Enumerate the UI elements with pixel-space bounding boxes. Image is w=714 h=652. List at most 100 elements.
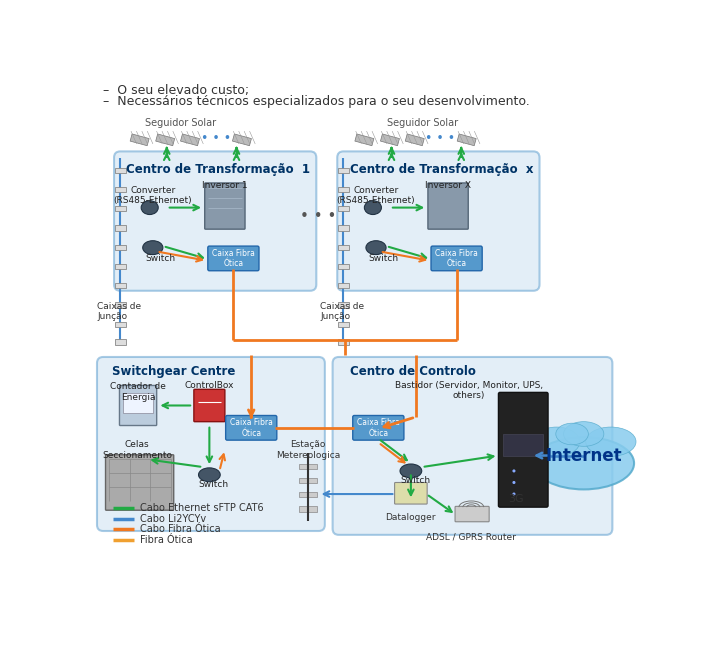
Bar: [338, 303, 349, 308]
FancyArrow shape: [355, 134, 374, 145]
Text: Converter
(RS485-Ethernet): Converter (RS485-Ethernet): [337, 186, 416, 205]
FancyBboxPatch shape: [395, 482, 427, 504]
FancyBboxPatch shape: [106, 455, 174, 511]
Bar: [115, 264, 126, 269]
Ellipse shape: [143, 241, 163, 254]
Text: Inversor 1: Inversor 1: [202, 181, 248, 190]
Ellipse shape: [563, 422, 604, 447]
Text: Seguidor Solar: Seguidor Solar: [387, 118, 458, 128]
Text: Switch: Switch: [368, 254, 398, 263]
Bar: [124, 393, 153, 413]
Text: • • •: • • •: [301, 209, 337, 224]
Bar: [298, 464, 317, 469]
Text: Converter
(RS485-Ethernet): Converter (RS485-Ethernet): [114, 186, 192, 205]
Bar: [338, 168, 349, 173]
Bar: [503, 434, 543, 456]
FancyBboxPatch shape: [114, 151, 316, 291]
Text: Switch: Switch: [145, 254, 175, 263]
FancyBboxPatch shape: [431, 246, 482, 271]
Bar: [115, 339, 126, 345]
Text: Centro de Transformação  1: Centro de Transformação 1: [126, 163, 311, 176]
Text: Internet: Internet: [545, 447, 622, 464]
Text: Seguidor Solar: Seguidor Solar: [145, 118, 216, 128]
Text: Cabo Ethernet sFTP CAT6: Cabo Ethernet sFTP CAT6: [140, 503, 263, 513]
Circle shape: [513, 469, 516, 473]
Text: Caixa Fibra
Ótica: Caixa Fibra Ótica: [212, 248, 255, 268]
Ellipse shape: [198, 468, 220, 482]
FancyBboxPatch shape: [194, 389, 225, 422]
Text: Datalogger: Datalogger: [386, 513, 436, 522]
Text: Caixa Fibra
Ótica: Caixa Fibra Ótica: [230, 418, 273, 437]
FancyBboxPatch shape: [428, 183, 468, 229]
FancyBboxPatch shape: [333, 357, 613, 535]
Text: 3G: 3G: [508, 494, 523, 504]
Text: • • •: • • •: [201, 132, 231, 145]
Text: Inversor X: Inversor X: [425, 181, 471, 190]
Text: Estação
Metereologica: Estação Metereologica: [276, 440, 340, 460]
FancyArrow shape: [381, 134, 399, 145]
Bar: [298, 507, 317, 512]
FancyBboxPatch shape: [353, 415, 404, 440]
FancyArrow shape: [457, 134, 476, 145]
FancyBboxPatch shape: [498, 393, 548, 507]
Ellipse shape: [366, 241, 386, 254]
Text: Centro de Controlo: Centro de Controlo: [351, 364, 476, 378]
Text: Caixas de
Junção: Caixas de Junção: [97, 301, 141, 321]
Bar: [115, 226, 126, 231]
FancyBboxPatch shape: [226, 415, 277, 440]
FancyBboxPatch shape: [208, 246, 259, 271]
Bar: [298, 478, 317, 483]
Ellipse shape: [141, 201, 159, 215]
Text: Centro de Transformação  x: Centro de Transformação x: [350, 163, 533, 176]
Text: • • •: • • •: [426, 132, 456, 145]
Text: Caixas de
Junção: Caixas de Junção: [320, 301, 364, 321]
Bar: [338, 244, 349, 250]
Bar: [115, 206, 126, 211]
Text: Fibra Ótica: Fibra Ótica: [140, 535, 192, 545]
Text: Caixa Fibra
Ótica: Caixa Fibra Ótica: [435, 248, 478, 268]
FancyBboxPatch shape: [119, 385, 156, 426]
FancyArrow shape: [181, 134, 199, 145]
Ellipse shape: [555, 423, 588, 445]
Text: ControlBox: ControlBox: [185, 381, 234, 390]
FancyBboxPatch shape: [337, 151, 540, 291]
FancyBboxPatch shape: [97, 357, 325, 531]
Ellipse shape: [400, 464, 422, 478]
Bar: [115, 244, 126, 250]
Bar: [115, 321, 126, 327]
Text: Switchgear Centre: Switchgear Centre: [113, 364, 236, 378]
Text: ADSL / GPRS Router: ADSL / GPRS Router: [426, 533, 516, 542]
Bar: [338, 187, 349, 192]
Text: –  O seu elevado custo;: – O seu elevado custo;: [104, 84, 249, 97]
FancyBboxPatch shape: [205, 183, 245, 229]
Circle shape: [513, 492, 516, 496]
FancyArrow shape: [130, 134, 149, 145]
Bar: [338, 283, 349, 288]
Bar: [115, 187, 126, 192]
Text: Switch: Switch: [198, 480, 228, 489]
Bar: [338, 264, 349, 269]
Bar: [338, 321, 349, 327]
Bar: [338, 226, 349, 231]
FancyArrow shape: [406, 134, 424, 145]
Text: Cabo Li2YCYv: Cabo Li2YCYv: [140, 514, 206, 524]
Text: Caixa Fibra
Ótica: Caixa Fibra Ótica: [357, 418, 400, 437]
Text: Celas
Seccionamento: Celas Seccionamento: [102, 440, 172, 460]
FancyArrow shape: [233, 134, 251, 145]
Bar: [115, 303, 126, 308]
Text: Contador de
Energia: Contador de Energia: [110, 382, 166, 402]
Bar: [338, 206, 349, 211]
Ellipse shape: [585, 427, 636, 456]
Ellipse shape: [533, 427, 580, 456]
Bar: [115, 283, 126, 288]
Bar: [338, 339, 349, 345]
Bar: [115, 168, 126, 173]
Text: Cabo Fibra Ótica: Cabo Fibra Ótica: [140, 524, 220, 535]
FancyBboxPatch shape: [455, 507, 489, 522]
Ellipse shape: [533, 437, 634, 490]
Bar: [298, 492, 317, 497]
Circle shape: [513, 481, 516, 484]
Text: Bastidor (Servidor, Monitor, UPS,
others): Bastidor (Servidor, Monitor, UPS, others…: [395, 381, 543, 400]
FancyArrow shape: [156, 134, 175, 145]
Text: –  Necessários técnicos especializados para o seu desenvolvimento.: – Necessários técnicos especializados pa…: [104, 95, 530, 108]
